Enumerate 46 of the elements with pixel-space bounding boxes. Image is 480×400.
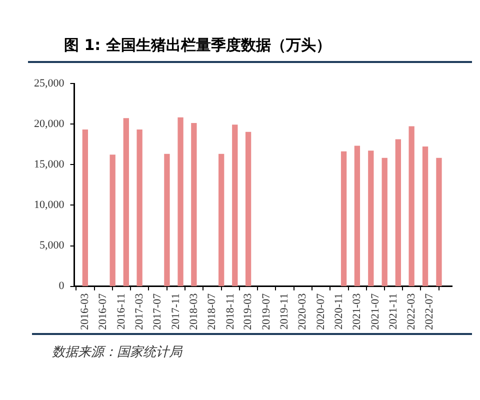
x-tick-label: 2018-03 — [188, 292, 200, 330]
bar — [382, 158, 388, 286]
x-tick-label: 2020-03 — [296, 292, 309, 330]
bar — [164, 154, 170, 286]
bar — [245, 132, 252, 286]
bar — [136, 129, 142, 286]
source-note: 数据来源：国家统计局 — [52, 344, 184, 361]
y-tick-label: 15,000 — [34, 158, 65, 171]
bar — [354, 146, 360, 286]
bar — [178, 117, 184, 286]
x-tick-label: 2021-11 — [388, 293, 400, 330]
x-tick-label: 2016-03 — [79, 292, 92, 330]
x-tick-label: 2022-07 — [424, 292, 436, 330]
x-tick-label: 2019-07 — [260, 292, 272, 330]
bar — [232, 124, 238, 286]
x-tick-label: 2017-11 — [170, 293, 182, 330]
bar — [110, 154, 116, 286]
y-tick-label: 10,000 — [34, 199, 65, 212]
x-tick-label: 2021-07 — [369, 292, 382, 330]
x-tick-label: 2016-07 — [97, 292, 110, 330]
x-tick-label: 2020-11 — [333, 293, 346, 330]
bar — [395, 139, 401, 286]
bar — [422, 146, 428, 286]
bar — [218, 154, 224, 286]
x-tick-label: 2021-03 — [351, 292, 364, 330]
x-tick-label: 2016-11 — [116, 293, 128, 330]
bar — [123, 118, 129, 286]
bar — [82, 129, 88, 286]
bar — [408, 126, 414, 286]
bar — [368, 150, 374, 286]
y-tick-label: 20,000 — [34, 118, 65, 130]
y-tick-label: 0 — [58, 280, 65, 292]
x-tick-label: 2020-07 — [314, 292, 327, 330]
x-tick-label: 2022-03 — [405, 292, 418, 330]
x-tick-label: 2019-03 — [242, 292, 254, 330]
chart-title: 图 1: 全国生猪出栏量季度数据（万头） — [28, 8, 472, 63]
x-tick-label: 2017-03 — [133, 292, 146, 330]
bar — [436, 158, 442, 286]
x-tick-label: 2018-11 — [224, 293, 236, 330]
y-tick-label: 5,000 — [40, 240, 65, 252]
x-tick-label: 2017-07 — [152, 292, 164, 330]
bar — [191, 123, 197, 286]
x-tick-label: 2018-07 — [206, 292, 218, 330]
bar — [340, 151, 347, 286]
y-tick-label: 25,000 — [34, 77, 65, 90]
x-tick-label: 2019-11 — [278, 293, 291, 330]
